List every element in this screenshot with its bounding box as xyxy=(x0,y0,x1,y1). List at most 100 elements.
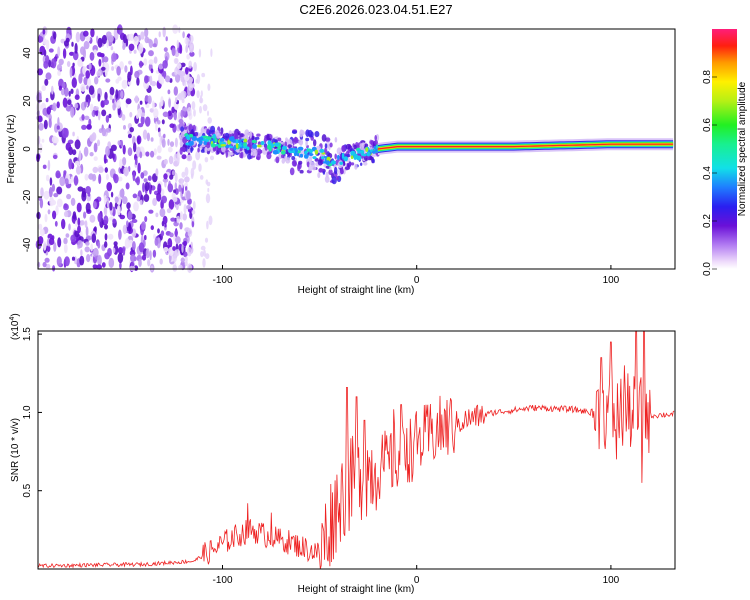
spectrogram-noise-cell xyxy=(45,174,50,182)
spectrogram-noise-cell xyxy=(42,241,47,251)
spectrogram-noise-cell xyxy=(70,176,74,183)
snr-y-tick-label: 1.5 xyxy=(22,327,33,341)
spectrogram-noise-cell xyxy=(92,201,97,209)
spectrogram-noise-cell xyxy=(178,184,182,192)
spectrogram-noise-cell xyxy=(107,247,112,257)
spectrogram-noise-cell xyxy=(161,138,166,148)
spectrogram-noise-cell xyxy=(158,31,161,38)
spectrogram-noise-cell xyxy=(112,153,115,160)
spectrogram-noise-cell xyxy=(208,215,213,226)
spectrogram-noise-cell xyxy=(85,202,91,213)
spectrogram-noise-cell xyxy=(143,58,148,66)
spectrogram-noise-cell xyxy=(97,242,101,249)
spectrogram-signal-cell xyxy=(266,133,270,141)
spectrogram-noise-cell xyxy=(143,178,148,183)
spectrogram-noise-cell xyxy=(71,256,76,261)
spectrogram-noise-cell xyxy=(120,90,124,99)
spectrogram-noise-cell xyxy=(142,182,145,193)
spectrogram-noise-cell xyxy=(167,183,174,193)
spectrogram-signal-cell xyxy=(282,145,287,151)
spectrogram-noise-cell xyxy=(162,111,169,118)
spectrogram-noise-cell xyxy=(92,166,99,173)
spectrogram-noise-cell xyxy=(176,63,182,69)
spectrogram-noise-cell xyxy=(174,182,177,191)
spectrogram-signal-cell xyxy=(321,156,325,160)
spectrogram-signal-cell xyxy=(203,141,207,146)
spectrogram-noise-cell xyxy=(70,197,76,206)
spectrogram-y-tick-label: 20 xyxy=(22,95,33,107)
spectrogram-noise-cell xyxy=(51,183,56,192)
spectrogram-signal-cell xyxy=(317,172,321,179)
spectrogram-signal-cell xyxy=(228,152,234,156)
spectrogram-noise-cell xyxy=(160,96,164,107)
spectrogram-noise-cell xyxy=(77,225,81,234)
spectrogram-noise-cell xyxy=(125,98,132,105)
spectrogram-noise-cell xyxy=(172,246,176,251)
spectrogram-noise-cell xyxy=(108,34,114,43)
spectrogram-noise-cell xyxy=(93,226,97,233)
spectrogram-signal-cell xyxy=(239,133,244,138)
spectrogram-noise-cell xyxy=(103,195,107,205)
spectrogram-noise-cell xyxy=(123,166,129,177)
spectrogram-signal-cell xyxy=(200,149,206,153)
spectrogram-signal-cell xyxy=(289,147,294,151)
spectrogram-noise-cell xyxy=(97,254,102,266)
spectrogram-noise-cell xyxy=(174,137,178,148)
spectrogram-noise-cell xyxy=(144,116,151,127)
spectrogram-noise-cell xyxy=(124,238,130,249)
spectrogram-noise-cell xyxy=(199,95,203,104)
spectrogram-noise-cell xyxy=(157,120,161,125)
spectrogram-signal-cell xyxy=(343,156,348,162)
spectrogram-noise-cell xyxy=(74,139,81,150)
spectrogram-signal-cell xyxy=(212,133,216,139)
snr-y-tick-label: 0.5 xyxy=(22,483,33,497)
spectrogram-noise-cell xyxy=(132,193,138,199)
spectrogram-noise-cell xyxy=(111,66,115,71)
spectrogram-signal-cell xyxy=(322,161,327,164)
spectrogram-x-tick-label: 0 xyxy=(414,275,420,286)
spectrogram-noise-cell xyxy=(48,118,52,128)
spectrogram-noise-cell xyxy=(157,183,162,195)
spectrogram-noise-cell xyxy=(86,254,91,263)
spectrogram-signal-cell xyxy=(298,139,304,146)
spectrogram-noise-cell xyxy=(148,39,154,48)
spectrogram-signal-cell xyxy=(180,126,185,132)
spectrogram-noise-cell xyxy=(140,31,145,40)
spectrogram-noise-cell xyxy=(173,111,177,121)
spectrogram-signal-cell xyxy=(232,138,236,143)
spectrogram-noise-cell xyxy=(181,171,186,178)
spectrogram-noise-cell xyxy=(180,62,186,68)
spectrogram-noise-cell xyxy=(174,67,178,76)
colorbar-tick-label: 0.0 xyxy=(702,262,713,276)
spectrogram-noise-cell xyxy=(92,264,98,269)
spectrogram-noise-cell xyxy=(195,151,201,161)
spectrogram-noise-cell xyxy=(199,175,204,180)
spectrogram-noise-cell xyxy=(161,119,165,125)
spectrogram-noise-cell xyxy=(45,55,50,64)
spectrogram-x-tick-label: 100 xyxy=(603,275,620,286)
spectrogram-noise-cell xyxy=(172,254,177,263)
spectrogram-noise-cell xyxy=(151,80,157,87)
spectrogram-signal-cell xyxy=(291,156,296,161)
spectrogram-signal-cell xyxy=(304,150,308,155)
spectrogram-noise-cell xyxy=(190,44,193,49)
spectrogram-noise-cell xyxy=(167,138,170,146)
spectrogram-noise-cell xyxy=(84,246,90,253)
spectrogram-signal-cell xyxy=(224,132,230,139)
spectrogram-noise-cell xyxy=(37,236,44,245)
spectrogram-noise-cell xyxy=(96,264,102,270)
spectrogram-signal-cell xyxy=(308,165,313,172)
spectrogram-signal-cell xyxy=(334,137,338,143)
spectrogram-y-tick-label: 0 xyxy=(22,146,33,152)
spectrogram-noise-cell xyxy=(60,38,65,44)
spectrogram-noise-cell xyxy=(157,145,162,154)
spectrogram-noise-cell xyxy=(153,233,156,240)
spectrogram-noise-cell xyxy=(75,31,81,43)
spectrogram-noise-cell xyxy=(144,75,149,84)
spectrogram-noise-cell xyxy=(158,131,162,138)
spectrogram-noise-cell xyxy=(148,59,154,65)
spectrogram-noise-cell xyxy=(92,247,99,258)
spectrogram-signal-cell xyxy=(334,153,338,160)
spectrogram-signal-cell xyxy=(191,136,197,141)
spectrogram-noise-cell xyxy=(103,207,107,214)
